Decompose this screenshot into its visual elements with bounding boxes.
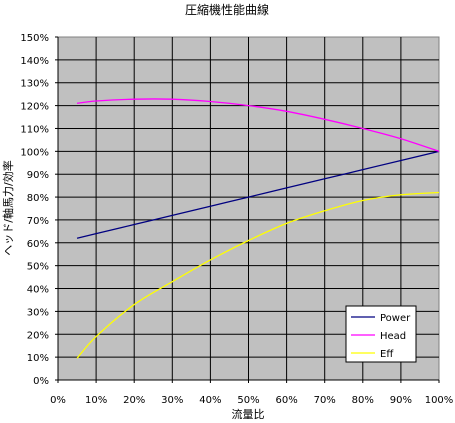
legend-label-eff: Eff: [380, 349, 394, 360]
y-tick-label: 70%: [27, 216, 49, 227]
y-axis-ticks: 0% 10% 20% 30% 40% 50% 60% 70% 80% 90% 100% 110% 120…: [20, 33, 49, 387]
series-lines: [76, 98, 440, 359]
x-tick-label: 70%: [314, 395, 336, 406]
y-tick-label: 80%: [27, 193, 49, 204]
x-tick-label: 60%: [275, 395, 297, 406]
y-tick-label: 20%: [27, 330, 49, 341]
x-axis-label: 流量比: [232, 407, 265, 421]
x-tick-label: 10%: [85, 395, 107, 406]
x-axis-ticks: 0% 10% 20% 30% 40% 50% 60% 70% 80% 90% 100%: [50, 395, 453, 406]
grid-lines: [58, 37, 439, 380]
y-tick-label: 10%: [27, 353, 49, 364]
y-tick-label: 130%: [20, 79, 49, 90]
series-line-eff: [76, 191, 440, 359]
y-tick-label: 110%: [20, 124, 49, 135]
legend: Power Head Eff: [345, 305, 417, 363]
legend-label-power: Power: [380, 313, 411, 324]
y-tick-label: 0%: [33, 376, 49, 387]
y-tick-label: 150%: [20, 33, 49, 44]
x-tick-label: 30%: [161, 395, 183, 406]
legend-items: Power Head Eff: [351, 313, 411, 360]
y-tick-label: 40%: [27, 285, 49, 296]
y-tick-label: 120%: [20, 102, 49, 113]
x-tick-label: 20%: [123, 395, 145, 406]
x-tick-label: 100%: [425, 395, 454, 406]
y-tick-label: 60%: [27, 239, 49, 250]
chart-title: 圧縮機性能曲線: [185, 2, 269, 17]
axes: [55, 36, 440, 383]
x-tick-label: 50%: [237, 395, 259, 406]
y-tick-label: 50%: [27, 262, 49, 273]
x-tick-label: 90%: [390, 395, 412, 406]
y-tick-label: 100%: [20, 147, 49, 158]
y-axis-label: ヘッド/軸馬力/効率: [1, 160, 15, 255]
y-tick-label: 140%: [20, 56, 49, 67]
legend-label-head: Head: [380, 331, 406, 342]
y-tick-label: 30%: [27, 307, 49, 318]
y-tick-label: 90%: [27, 170, 49, 181]
x-tick-label: 0%: [50, 395, 66, 406]
x-tick-label: 40%: [199, 395, 221, 406]
series-line-power: [76, 150, 440, 239]
x-tick-label: 80%: [352, 395, 374, 406]
series-line-head: [76, 98, 440, 152]
